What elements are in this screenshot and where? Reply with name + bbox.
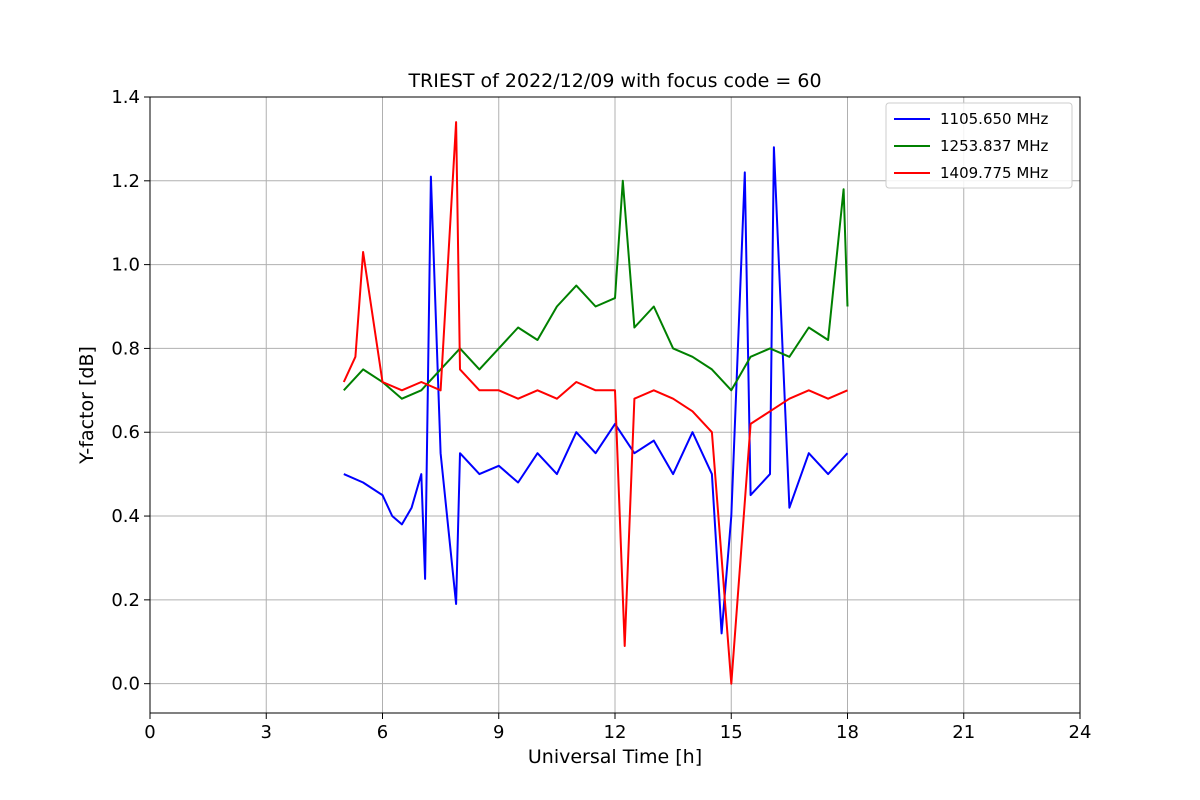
x-tick-label: 21 xyxy=(952,722,975,743)
x-tick-label: 0 xyxy=(144,722,155,743)
y-tick-label: 0.0 xyxy=(111,674,140,695)
x-axis: 0 3 6 9 12 15 18 21 24 xyxy=(144,713,1091,743)
x-tick-label: 24 xyxy=(1069,722,1092,743)
legend-label: 1253.837 MHz xyxy=(940,137,1049,155)
x-tick-label: 12 xyxy=(604,722,627,743)
legend: 1105.650 MHz 1253.837 MHz 1409.775 MHz xyxy=(885,102,1073,189)
series-line xyxy=(343,146,849,635)
legend-box xyxy=(885,102,1073,189)
y-tick-label: 0.8 xyxy=(111,338,140,359)
chart-title: TRIEST of 2022/12/09 with focus code = 6… xyxy=(407,70,821,92)
y-tick-label: 0.2 xyxy=(111,590,140,611)
y-tick-label: 0.6 xyxy=(111,422,140,443)
x-axis-title: Universal Time [h] xyxy=(528,746,702,768)
x-tick-label: 15 xyxy=(720,722,743,743)
legend-label: 1105.650 MHz xyxy=(940,110,1049,128)
y-axis-title: Y-factor [dB] xyxy=(76,346,98,465)
legend-label: 1409.775 MHz xyxy=(940,164,1049,182)
x-tick-label: 9 xyxy=(493,722,504,743)
series-lines xyxy=(342,121,849,685)
y-tick-label: 1.4 xyxy=(111,87,140,108)
x-tick-label: 6 xyxy=(377,722,388,743)
x-tick-label: 3 xyxy=(261,722,272,743)
series-line xyxy=(343,179,849,400)
y-axis: 0.0 0.2 0.4 0.6 0.8 1.0 1.2 1.4 xyxy=(111,87,150,695)
y-tick-label: 0.4 xyxy=(111,506,140,527)
x-tick-label: 18 xyxy=(836,722,859,743)
y-tick-label: 1.2 xyxy=(111,171,140,192)
y-tick-label: 1.0 xyxy=(111,255,140,276)
series-line xyxy=(342,121,848,685)
